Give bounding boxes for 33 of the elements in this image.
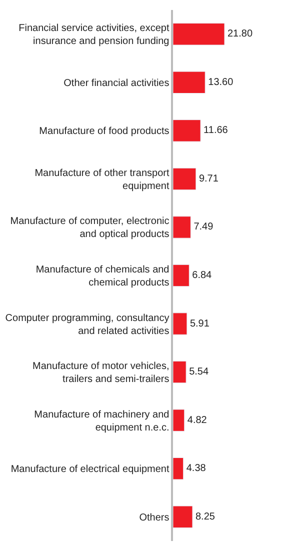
- bar: [173, 120, 201, 142]
- data-label: 7.49: [194, 222, 214, 233]
- y-tick-label: Manufacture of computer, electronic and optical products: [10, 216, 170, 240]
- y-tick-label: Manufacture of machinery and equipment n.e.c.: [34, 409, 170, 434]
- y-tick-label: Manufacture of motor vehicles, trailers and semi-trailers: [32, 361, 170, 386]
- y-tick-label: Manufacture of electrical equipment: [10, 464, 170, 476]
- data-label: 4.82: [187, 414, 208, 426]
- y-tick-label: Computer programming, consultancy and related activities: [5, 312, 170, 337]
- data-label: 4.38: [186, 463, 206, 474]
- data-label: 11.66: [204, 125, 228, 136]
- data-label: 21.80: [228, 28, 253, 40]
- bar: [173, 23, 225, 46]
- bar: [173, 216, 191, 238]
- y-tick-label: Manufacture of other transport equipment: [34, 168, 170, 192]
- y-tick-label: Financial service activities, except insurance and pension funding: [18, 23, 170, 48]
- bar: [173, 312, 188, 335]
- data-label: 5.91: [190, 318, 210, 330]
- bar: [173, 506, 193, 528]
- data-label: 6.84: [192, 270, 212, 281]
- data-label: 8.25: [195, 511, 216, 522]
- bar: [173, 409, 185, 432]
- y-tick-label: Manufacture of food products: [39, 126, 170, 138]
- bar: [173, 457, 184, 480]
- bar: [173, 360, 186, 384]
- data-label: 9.71: [198, 173, 219, 184]
- bar: [173, 71, 206, 94]
- bar: [173, 264, 190, 287]
- bar: [173, 168, 196, 190]
- y-tick-label: Others: [139, 512, 170, 524]
- y-tick-label: Other financial activities: [64, 78, 170, 89]
- y-tick-label: Manufacture of chemicals and chemical products: [36, 264, 170, 288]
- data-label: 5.54: [189, 366, 209, 378]
- data-label: 13.60: [208, 76, 234, 88]
